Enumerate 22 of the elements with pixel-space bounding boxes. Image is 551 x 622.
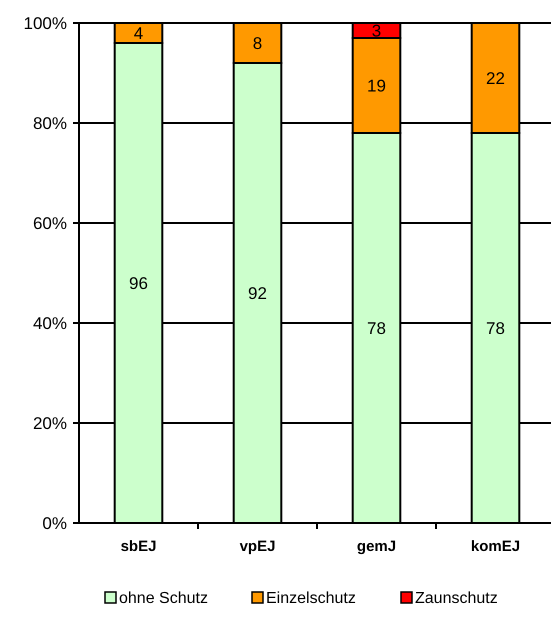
y-tick-label: 20% [32,414,67,433]
data-label: 4 [134,24,144,43]
y-tick-label: 100% [24,14,67,33]
legend-label: Zaunschutz [415,590,498,607]
data-label: 8 [252,34,262,53]
y-tick-label: 0% [42,514,67,533]
data-label: 3 [372,21,382,40]
y-tick-label: 80% [32,114,67,133]
data-label: 22 [486,68,505,88]
legend-label: ohne Schutz [119,590,208,607]
data-label: 96 [129,274,148,293]
data-label: 92 [248,284,267,303]
x-tick-label: vpEJ [240,538,276,555]
y-tick-label: 40% [32,314,67,333]
data-label: 19 [367,76,386,96]
x-tick-label: sbEJ [120,538,156,555]
x-tick-label: gemJ [356,538,396,555]
data-label: 78 [486,318,505,338]
data-label: 78 [367,318,386,338]
y-tick-label: 60% [32,214,67,233]
legend-label: Einzelschutz [266,590,356,607]
x-tick-label: komEJ [470,538,520,555]
